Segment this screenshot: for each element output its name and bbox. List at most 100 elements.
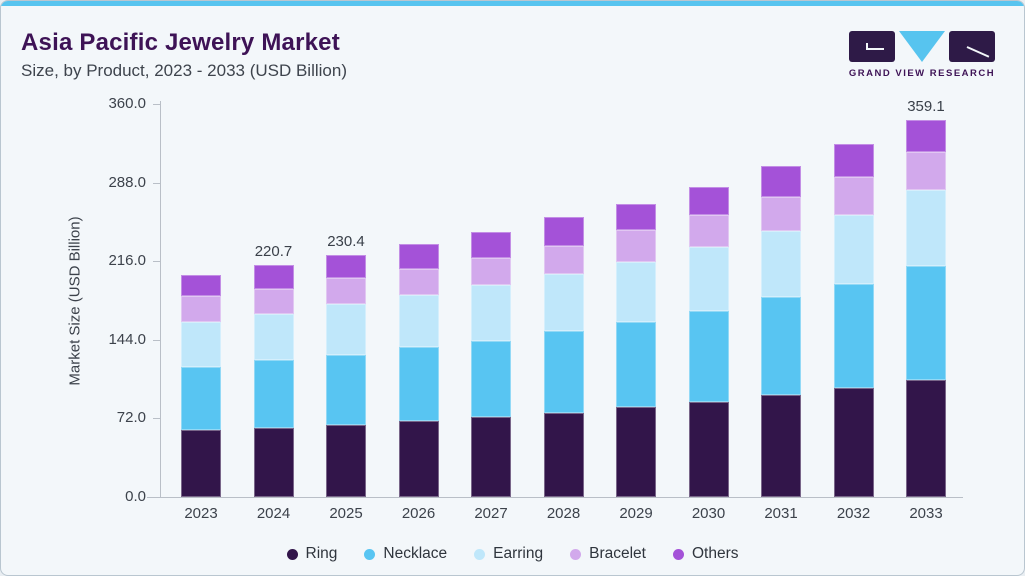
legend-item-ring[interactable]: Ring	[286, 545, 337, 563]
bar-segment-2024-others[interactable]	[253, 265, 294, 290]
bar-segment-2032-others[interactable]	[833, 144, 874, 177]
y-axis-tick	[153, 104, 160, 105]
legend-dot-others	[672, 548, 684, 560]
legend-dot-earring	[474, 548, 486, 560]
bar-segment-2031-necklace[interactable]	[761, 297, 801, 396]
bar-segment-2025-earring[interactable]	[326, 304, 366, 355]
x-axis-label-2030: 2030	[691, 505, 726, 522]
x-axis-label-2023: 2023	[184, 505, 218, 522]
bar-segment-2024-ring[interactable]	[253, 427, 294, 497]
y-axis-tick-label: 360.0	[108, 95, 146, 112]
legend-label: Necklace	[383, 545, 448, 562]
chart-legend: Ring Necklace Earring Bracelet Others	[1, 545, 1024, 563]
bar-segment-2027-earring[interactable]	[471, 284, 511, 341]
legend-item-necklace[interactable]: Necklace	[364, 545, 447, 563]
bar-segment-2026-ring[interactable]	[398, 420, 439, 497]
bar-segment-2029-others[interactable]	[616, 203, 656, 231]
bar-segment-2033-earring[interactable]	[906, 190, 946, 266]
bar-segment-2024-earring[interactable]	[253, 313, 294, 361]
x-axis-label-2028: 2028	[546, 505, 581, 522]
bar-segment-2030-earring[interactable]	[688, 247, 729, 312]
legend-label: Others	[691, 545, 739, 562]
bar-segment-2024-necklace[interactable]	[253, 360, 294, 428]
x-axis-label-2032: 2032	[836, 505, 871, 522]
bar-segment-2028-bracelet[interactable]	[543, 246, 584, 274]
top-accent-bar	[1, 1, 1024, 6]
bar-segment-2028-necklace[interactable]	[543, 330, 584, 413]
legend-label: Earring	[493, 545, 544, 562]
bar-2026	[398, 244, 439, 497]
bar-segment-2023-earring[interactable]	[181, 321, 221, 368]
bar-segment-2027-necklace[interactable]	[471, 340, 511, 417]
bar-segment-2030-ring[interactable]	[688, 402, 729, 497]
bar-value-label-2024: 220.7	[254, 243, 293, 261]
bar-2024	[253, 265, 294, 497]
bar-segment-2031-earring[interactable]	[761, 231, 801, 298]
bar-segment-2027-others[interactable]	[471, 232, 511, 258]
bar-segment-2029-earring[interactable]	[616, 261, 656, 323]
bar-segment-2026-necklace[interactable]	[398, 347, 439, 421]
bar-segment-2025-bracelet[interactable]	[326, 277, 366, 305]
x-axis-label-2029: 2029	[619, 505, 653, 522]
x-axis-label-2026: 2026	[401, 505, 436, 522]
bar-2027	[471, 232, 511, 497]
bar-2032	[833, 144, 874, 497]
bar-segment-2033-ring[interactable]	[906, 379, 946, 497]
bar-segment-2033-bracelet[interactable]	[906, 151, 946, 191]
bar-segment-2029-ring[interactable]	[616, 407, 656, 497]
x-axis-label-2027: 2027	[474, 505, 508, 522]
page-subtitle: Size, by Product, 2023 - 2033 (USD Billi…	[21, 61, 347, 80]
legend-label: Bracelet	[589, 545, 646, 562]
bar-segment-2025-others[interactable]	[326, 255, 366, 278]
bar-segment-2033-others[interactable]	[906, 119, 946, 152]
bar-segment-2027-ring[interactable]	[471, 416, 511, 497]
bar-segment-2032-necklace[interactable]	[833, 283, 874, 389]
bar-segment-2027-bracelet[interactable]	[471, 258, 511, 285]
y-axis-line	[160, 101, 161, 498]
bar-segment-2028-ring[interactable]	[543, 412, 584, 497]
bar-segment-2031-bracelet[interactable]	[761, 196, 801, 232]
logo-v-triangle-icon	[899, 31, 945, 62]
bar-segment-2024-bracelet[interactable]	[253, 289, 294, 314]
brand-logo-shapes	[847, 31, 997, 62]
bar-segment-2026-bracelet[interactable]	[398, 269, 439, 295]
bar-segment-2023-others[interactable]	[181, 274, 221, 296]
y-axis-tick-label: 216.0	[108, 252, 146, 270]
legend-dot-bracelet	[570, 548, 582, 560]
bar-segment-2025-ring[interactable]	[326, 424, 366, 497]
bar-2030	[688, 186, 729, 497]
bar-segment-2029-necklace[interactable]	[616, 322, 656, 408]
y-axis-tick	[153, 182, 160, 184]
legend-dot-ring	[286, 548, 298, 560]
bar-segment-2030-others[interactable]	[688, 186, 729, 216]
y-axis-tick-label: 144.0	[108, 330, 146, 348]
bar-segment-2025-necklace[interactable]	[326, 354, 366, 425]
bar-segment-2032-earring[interactable]	[833, 215, 874, 284]
bar-segment-2029-bracelet[interactable]	[616, 230, 656, 262]
bar-2033	[906, 119, 946, 497]
bar-segment-2032-bracelet[interactable]	[833, 176, 874, 216]
legend-item-earring[interactable]: Earring	[474, 545, 543, 563]
bar-segment-2023-ring[interactable]	[181, 429, 221, 497]
x-axis-label-2031: 2031	[764, 505, 798, 522]
bar-segment-2028-earring[interactable]	[543, 273, 584, 331]
bar-segment-2026-earring[interactable]	[398, 294, 439, 348]
bar-segment-2032-ring[interactable]	[833, 388, 874, 497]
bar-segment-2030-necklace[interactable]	[688, 311, 729, 403]
bar-segment-2031-ring[interactable]	[761, 395, 801, 497]
legend-item-bracelet[interactable]: Bracelet	[570, 545, 646, 563]
bar-segment-2026-others[interactable]	[398, 244, 439, 270]
bar-segment-2031-others[interactable]	[761, 166, 801, 197]
bar-segment-2030-bracelet[interactable]	[688, 215, 729, 248]
bar-segment-2023-necklace[interactable]	[181, 367, 221, 430]
page-title: Asia Pacific Jewelry Market	[21, 29, 340, 56]
legend-dot-necklace	[364, 548, 376, 560]
bar-segment-2023-bracelet[interactable]	[181, 295, 221, 322]
y-axis-tick-label: 0.0	[125, 488, 146, 505]
y-axis-tick	[153, 497, 160, 498]
legend-item-others[interactable]: Others	[672, 545, 739, 563]
bar-segment-2028-others[interactable]	[543, 217, 584, 247]
bar-segment-2033-necklace[interactable]	[906, 265, 946, 380]
